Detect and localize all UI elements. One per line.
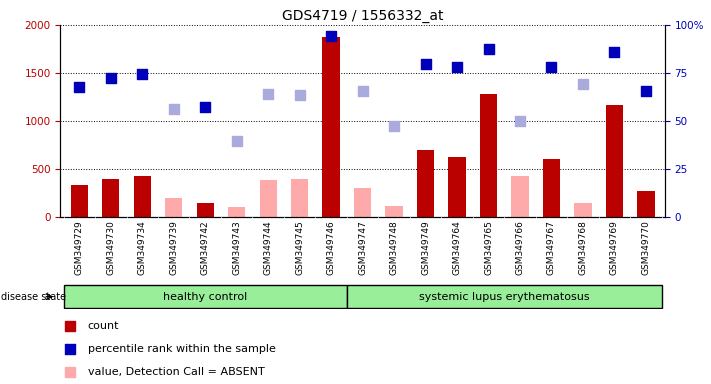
Point [514, 118, 525, 124]
Bar [480, 94, 497, 217]
Point [294, 92, 305, 98]
Text: GSM349746: GSM349746 [326, 220, 336, 275]
Bar [347, 285, 662, 308]
Point [483, 46, 494, 52]
Point [577, 81, 589, 87]
Title: GDS4719 / 1556332_at: GDS4719 / 1556332_at [282, 8, 444, 23]
Bar [70, 185, 88, 217]
Text: count: count [87, 321, 119, 331]
Bar [637, 191, 655, 217]
Point [74, 84, 85, 91]
Point [231, 138, 242, 144]
Bar [102, 179, 119, 217]
Point [451, 64, 463, 70]
Point [609, 49, 620, 55]
Text: GSM349749: GSM349749 [421, 220, 430, 275]
Point [388, 123, 400, 129]
Text: GSM349769: GSM349769 [610, 220, 619, 275]
Text: value, Detection Call = ABSENT: value, Detection Call = ABSENT [87, 367, 264, 377]
Bar [63, 285, 347, 308]
Point [64, 369, 75, 376]
Bar [165, 198, 183, 217]
Bar [449, 157, 466, 217]
Point [420, 61, 432, 68]
Point [357, 88, 368, 94]
Text: GSM349742: GSM349742 [201, 220, 210, 275]
Point [326, 33, 337, 40]
Text: GSM349729: GSM349729 [75, 220, 84, 275]
Text: percentile rank within the sample: percentile rank within the sample [87, 344, 275, 354]
Text: GSM349744: GSM349744 [264, 220, 273, 275]
Point [546, 64, 557, 70]
Text: GSM349730: GSM349730 [107, 220, 115, 275]
Text: GSM349765: GSM349765 [484, 220, 493, 275]
Text: GSM349767: GSM349767 [547, 220, 556, 275]
Text: GSM349766: GSM349766 [515, 220, 525, 275]
Point [168, 106, 179, 113]
Point [640, 88, 651, 94]
Text: GSM349745: GSM349745 [295, 220, 304, 275]
Bar [417, 150, 434, 217]
Text: GSM349770: GSM349770 [641, 220, 651, 275]
Bar [196, 203, 214, 217]
Point [137, 71, 148, 77]
Bar [385, 207, 402, 217]
Point [200, 104, 211, 110]
Point [64, 323, 75, 329]
Text: systemic lupus erythematosus: systemic lupus erythematosus [419, 291, 589, 302]
Text: GSM349734: GSM349734 [138, 220, 146, 275]
Text: GSM349739: GSM349739 [169, 220, 178, 275]
Bar [574, 203, 592, 217]
Bar [260, 180, 277, 217]
Bar [228, 207, 245, 217]
Text: disease state: disease state [1, 291, 66, 302]
Point [64, 346, 75, 353]
Bar [606, 105, 623, 217]
Bar [323, 38, 340, 217]
Bar [542, 159, 560, 217]
Text: GSM349764: GSM349764 [452, 220, 461, 275]
Text: GSM349747: GSM349747 [358, 220, 367, 275]
Text: GSM349743: GSM349743 [232, 220, 241, 275]
Bar [354, 188, 371, 217]
Point [105, 74, 117, 81]
Text: GSM349768: GSM349768 [579, 220, 587, 275]
Point [262, 91, 274, 97]
Bar [134, 176, 151, 217]
Text: healthy control: healthy control [163, 291, 247, 302]
Text: GSM349748: GSM349748 [390, 220, 399, 275]
Bar [291, 179, 309, 217]
Bar [511, 176, 529, 217]
